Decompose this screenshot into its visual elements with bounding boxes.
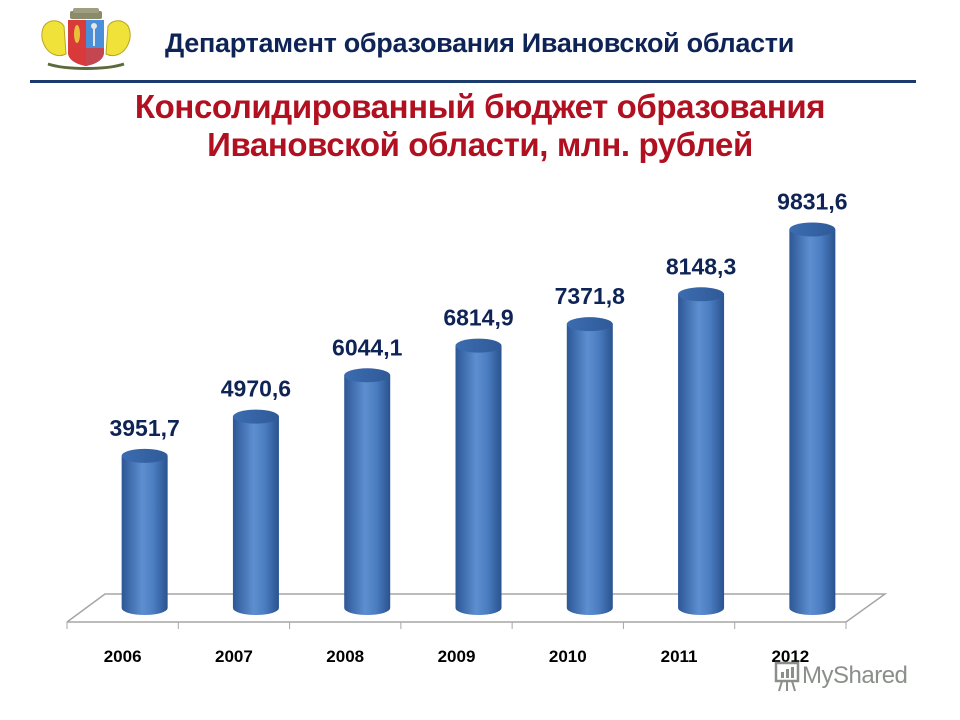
category-label: 2010 <box>549 647 587 666</box>
value-label: 4970,6 <box>221 376 291 402</box>
watermark-label: MyShared <box>802 662 908 689</box>
presentation-board-icon <box>774 661 800 692</box>
bar-2011 <box>678 287 725 615</box>
category-label: 2006 <box>104 647 142 666</box>
watermark: MyShared <box>772 659 908 693</box>
x-axis <box>66 622 847 629</box>
value-labels: 3951,7 4970,6 6044,1 6814,9 7371,8 8148,3 9831… <box>109 188 847 440</box>
chart-floor <box>66 593 888 623</box>
bar-2006 <box>121 448 168 615</box>
value-label: 3951,7 <box>109 415 179 441</box>
bar-2007 <box>232 409 279 615</box>
category-label: 2007 <box>215 647 253 666</box>
chart-title-line-2: Ивановской области, млн. рублей <box>207 126 753 163</box>
chart-title-line-1: Консолидированный бюджет образования <box>134 88 826 125</box>
value-label: 6814,9 <box>443 305 513 331</box>
category-labels: 2006 2007 2008 2009 2010 2011 2012 <box>104 647 810 666</box>
bar-2008 <box>344 368 391 615</box>
bar-series <box>121 222 836 615</box>
coat-of-arms-icon <box>36 8 136 72</box>
bar-2012 <box>789 222 836 615</box>
category-label: 2012 <box>771 647 809 666</box>
header-title: Департамент образования Ивановской облас… <box>165 28 795 58</box>
bar-2010 <box>566 317 613 615</box>
value-label: 7371,8 <box>555 283 626 309</box>
value-label: 8148,3 <box>666 253 736 279</box>
chart-title: Консолидированный бюджет образования Ива… <box>0 88 960 164</box>
header-divider <box>30 80 916 83</box>
category-label: 2011 <box>661 647 698 666</box>
category-label: 2009 <box>438 647 476 666</box>
value-label: 9831,6 <box>777 188 847 214</box>
category-label: 2008 <box>326 647 364 666</box>
value-label: 6044,1 <box>332 334 403 360</box>
bar-2009 <box>455 338 502 615</box>
